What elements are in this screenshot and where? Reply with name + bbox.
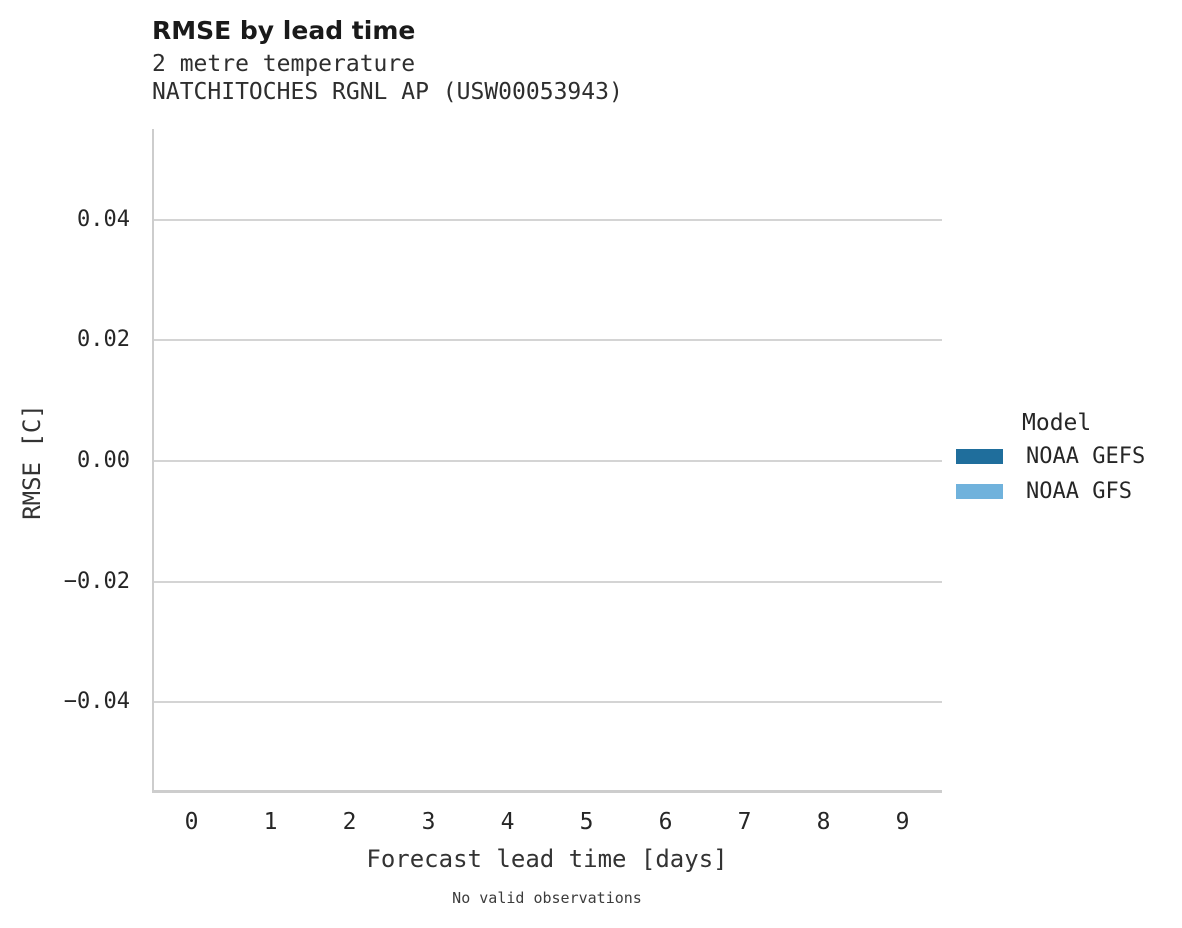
gridline-y-−0.04 xyxy=(154,701,942,704)
x-axis-label: Forecast lead time [days] xyxy=(366,845,728,873)
x-tick-label: 0 xyxy=(184,809,199,835)
x-tick-label: 4 xyxy=(500,809,515,835)
gridline-y-0.00 xyxy=(154,460,942,462)
gridline-y-0.04 xyxy=(154,218,942,221)
x-tick-label: 9 xyxy=(895,809,910,835)
y-tick-label: −0.04 xyxy=(63,689,130,715)
chart-subtitle-variable: 2 metre temperature xyxy=(152,51,416,77)
y-tick-label: 0.00 xyxy=(77,448,130,473)
legend: Model NOAA GEFS NOAA GFS xyxy=(956,410,1176,518)
legend-label-noaa-gefs: NOAA GEFS xyxy=(1026,443,1146,469)
x-tick-label: 5 xyxy=(579,809,594,835)
legend-entry-noaa-gfs: NOAA GFS xyxy=(956,479,1176,504)
legend-swatch-noaa-gfs xyxy=(956,483,1003,499)
gridline-y-−0.02 xyxy=(154,580,942,583)
legend-title: Model xyxy=(1022,410,1092,436)
plot-area xyxy=(152,129,942,793)
x-tick-label: 6 xyxy=(658,809,673,835)
gridline-y-0.02 xyxy=(154,339,942,342)
legend-entry-noaa-gefs: NOAA GEFS xyxy=(956,444,1176,469)
x-tick-label: 3 xyxy=(421,809,436,835)
y-tick-label: −0.02 xyxy=(63,568,130,594)
legend-swatch-noaa-gefs xyxy=(956,448,1003,464)
y-tick-label: 0.02 xyxy=(77,327,130,353)
x-tick-label: 8 xyxy=(816,809,831,835)
x-tick-label: 2 xyxy=(342,809,357,835)
chart-title: RMSE by lead time xyxy=(152,16,416,45)
footer-note: No valid observations xyxy=(452,889,642,907)
y-tick-label: 0.04 xyxy=(77,206,130,232)
legend-label-noaa-gfs: NOAA GFS xyxy=(1026,478,1132,504)
x-tick-label: 1 xyxy=(263,809,278,835)
x-tick-label: 7 xyxy=(737,809,752,835)
chart-subtitle-station: NATCHITOCHES RGNL AP (USW00053943) xyxy=(152,79,623,105)
